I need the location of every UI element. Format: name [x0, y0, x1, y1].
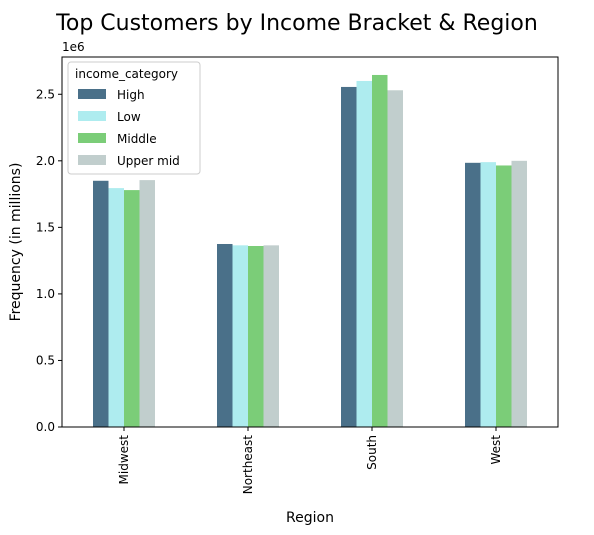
x-tick-label: Midwest	[117, 435, 131, 485]
bar	[465, 162, 481, 427]
bar	[496, 165, 512, 427]
y-tick-label: 1.0	[36, 287, 55, 301]
legend-title: income_category	[75, 67, 178, 81]
legend-swatch	[78, 133, 106, 143]
bar	[217, 243, 233, 427]
y-axis: 0.0 0.5 1.0 1.5 2.0 2.5	[36, 87, 62, 434]
legend-label: Middle	[117, 132, 157, 146]
bar	[511, 160, 527, 428]
legend-swatch	[78, 111, 106, 121]
y-tick-label: 2.5	[36, 87, 55, 101]
x-axis-label: Region	[286, 510, 334, 526]
bar	[356, 80, 372, 427]
legend-swatch	[78, 89, 106, 99]
y-tick-label: 1.5	[36, 220, 55, 234]
plot-frame	[61, 56, 559, 428]
x-tick-label: Northeast	[241, 435, 255, 495]
x-axis: Midwest Northeast South West	[117, 427, 503, 494]
bar	[232, 245, 248, 427]
bar	[480, 162, 496, 427]
bar	[139, 180, 155, 427]
chart-title: Top Customers by Income Bracket & Region	[55, 11, 538, 36]
legend-label: Low	[117, 110, 141, 124]
bar	[108, 188, 124, 427]
y-tick-label: 0.5	[36, 353, 55, 367]
bar	[372, 74, 388, 428]
bar	[263, 245, 279, 427]
bar	[124, 190, 140, 427]
x-tick-label: West	[489, 435, 503, 465]
y-tick-label: 0.0	[36, 420, 55, 434]
y-tick-label: 2.0	[36, 154, 55, 168]
legend-label: High	[117, 88, 145, 102]
legend-swatch	[78, 155, 106, 165]
legend: income_category High Low Middle Upper mid	[67, 61, 201, 175]
bar	[248, 245, 264, 427]
legend-label: Upper mid	[117, 154, 180, 168]
x-tick-label: South	[365, 435, 379, 470]
y-axis-label: Frequency (in millions)	[8, 163, 24, 322]
bar	[93, 180, 109, 427]
bars-layer	[93, 74, 527, 428]
y-offset-label: 1e6	[62, 40, 85, 54]
bar	[387, 90, 403, 428]
bar	[341, 86, 357, 427]
